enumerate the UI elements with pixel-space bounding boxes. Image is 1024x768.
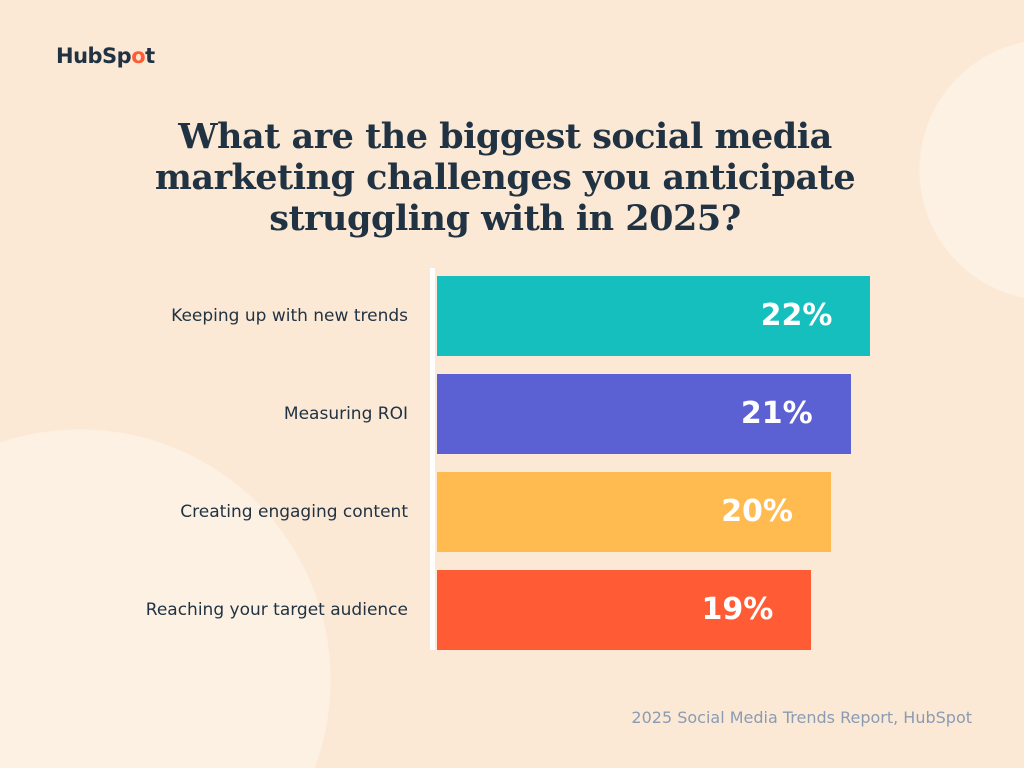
bar: 19% xyxy=(437,570,812,650)
bar: 20% xyxy=(437,472,831,552)
category-label: Keeping up with new trends xyxy=(171,306,408,326)
category-label: Creating engaging content xyxy=(180,502,408,522)
category-label: Measuring ROI xyxy=(283,404,408,424)
bar: 21% xyxy=(437,374,851,454)
value-label: 20% xyxy=(721,494,793,529)
category-label: Reaching your target audience xyxy=(145,600,408,620)
value-label: 22% xyxy=(760,298,833,333)
chart-title: What are the biggest social media market… xyxy=(154,116,856,239)
source-caption: 2025 Social Media Trends Report, HubSpot xyxy=(631,708,972,727)
value-label: 21% xyxy=(740,396,813,431)
bar: 22% xyxy=(437,276,871,356)
value-label: 19% xyxy=(701,592,774,627)
y-axis-line xyxy=(430,268,435,650)
hubspot-logo: HubSpot xyxy=(56,44,155,68)
